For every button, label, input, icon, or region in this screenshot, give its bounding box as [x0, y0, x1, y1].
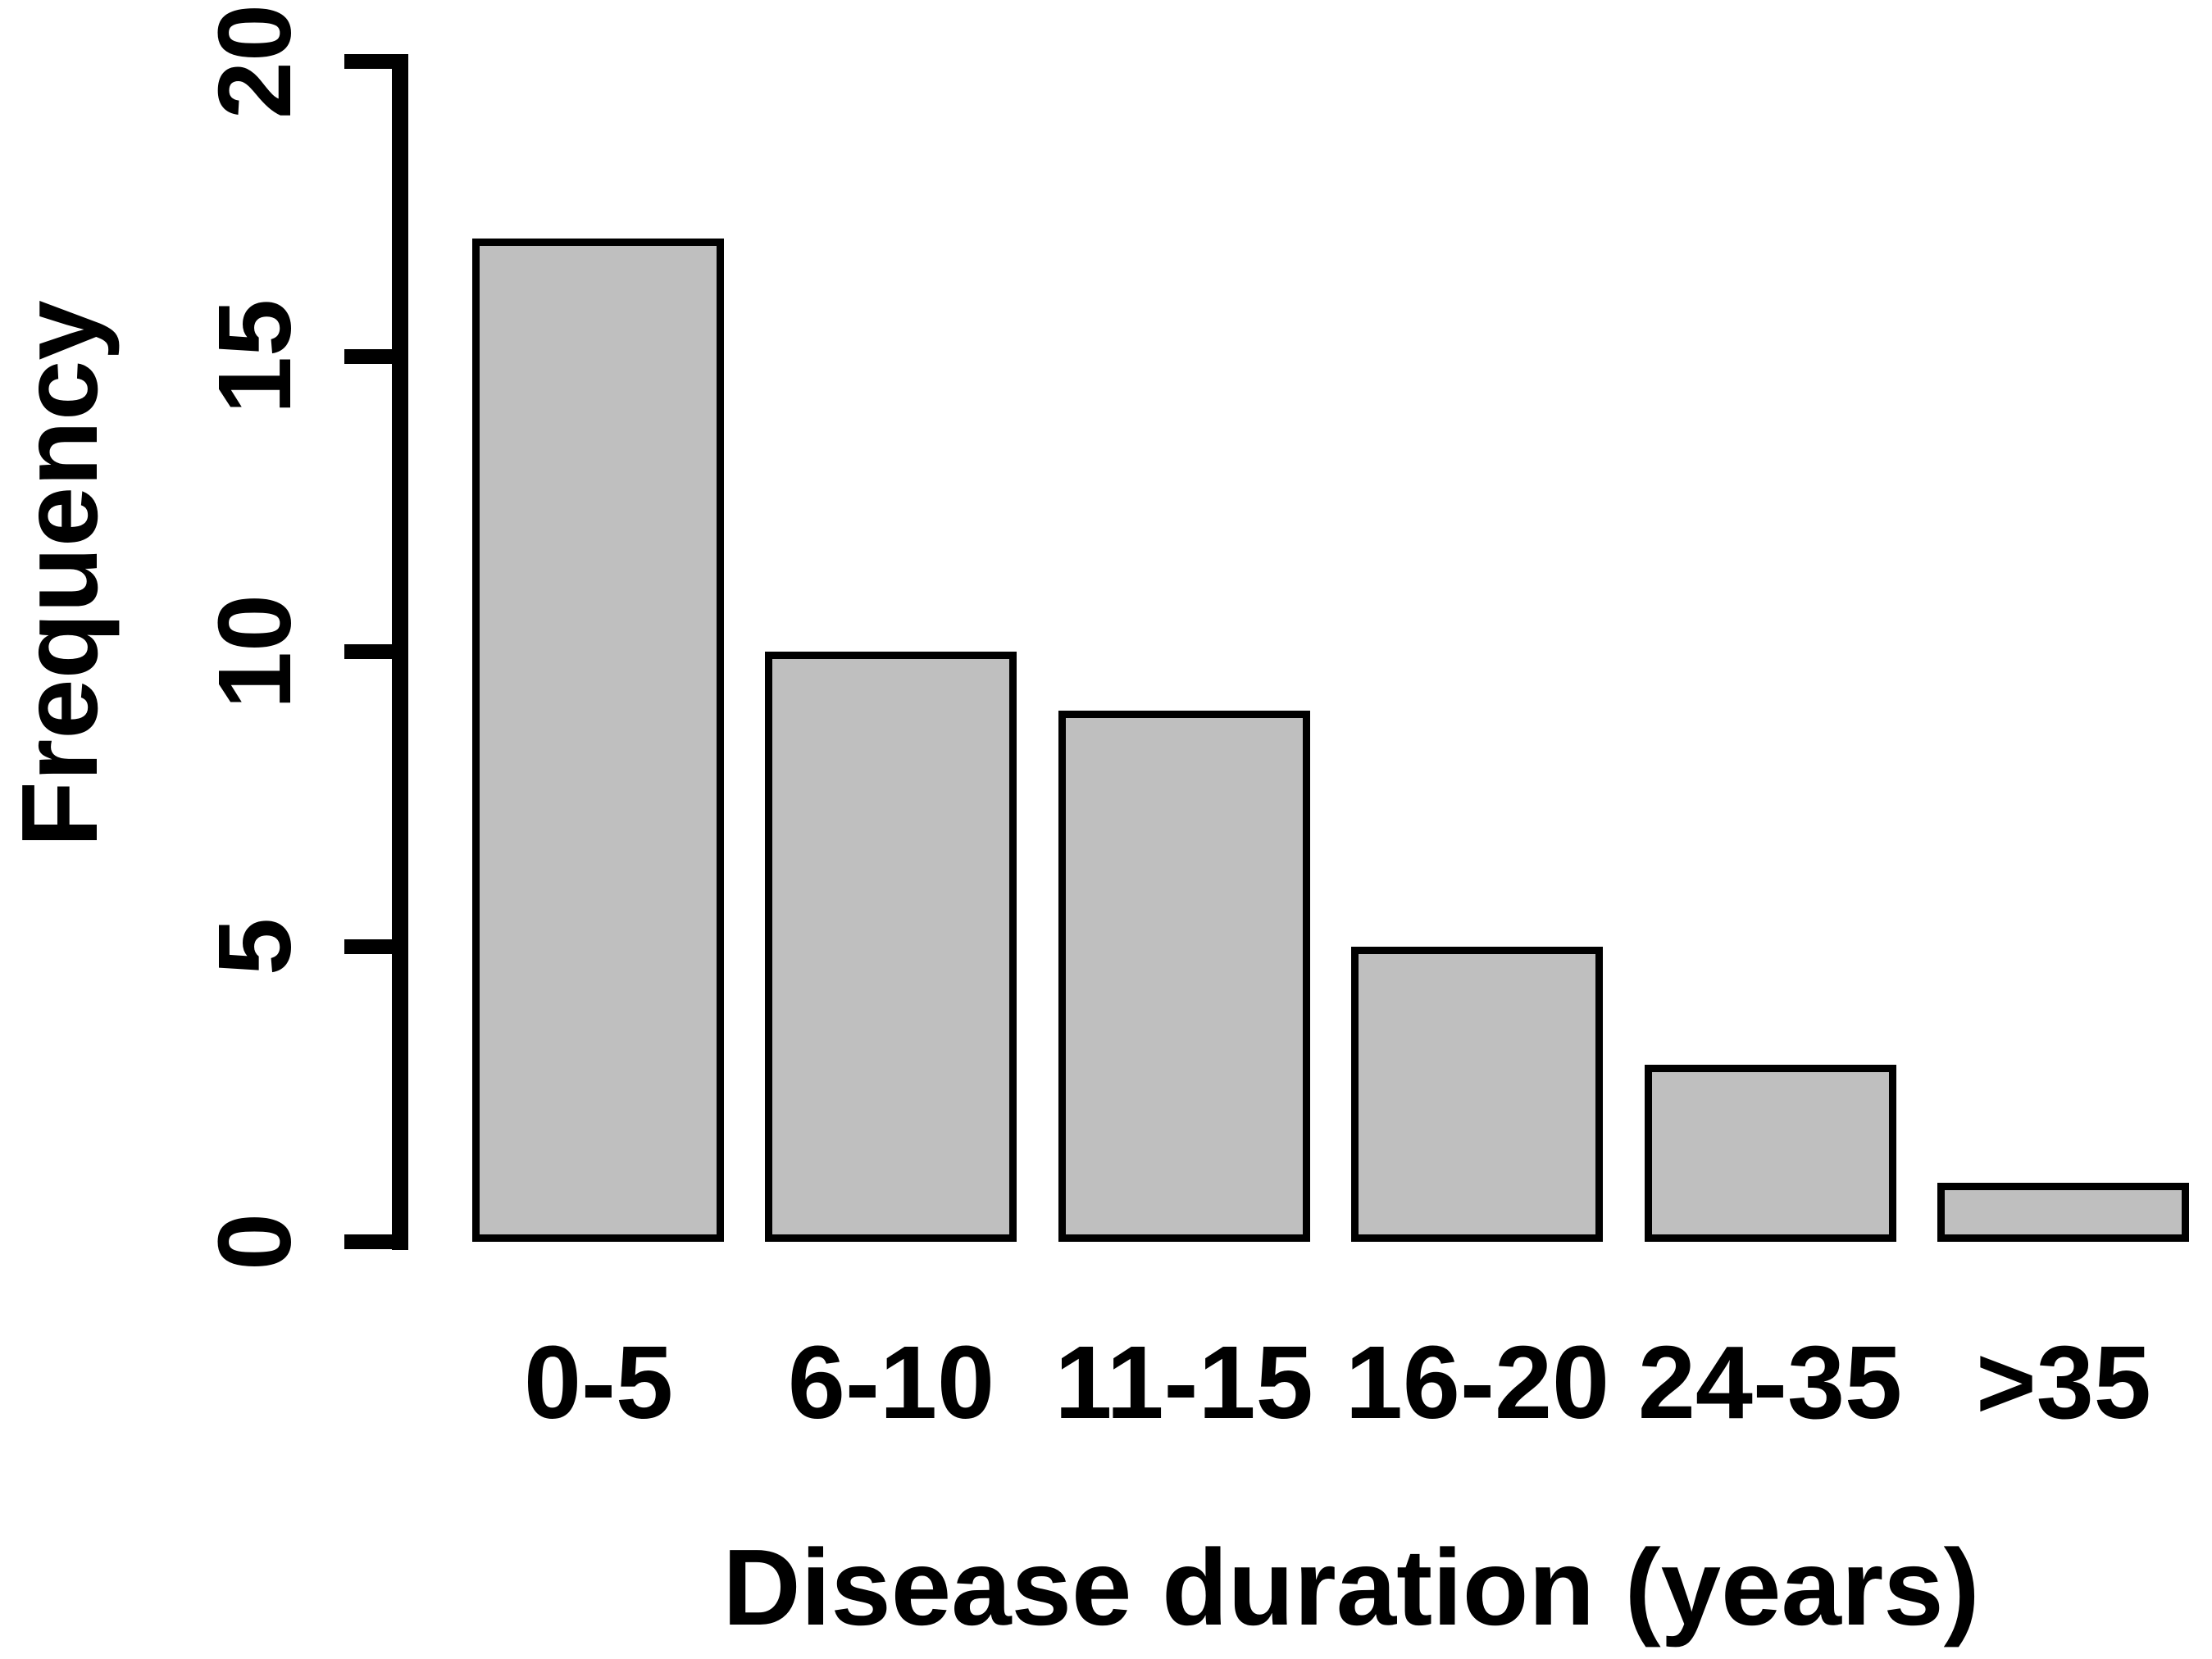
y-tick-label-20: 20	[196, 3, 312, 120]
y-tick-0	[344, 1234, 408, 1249]
bar-24-35	[1645, 1065, 1896, 1242]
y-tick-15	[344, 349, 408, 364]
bar-6-10	[765, 652, 1017, 1242]
x-category-label-0-5: 0-5	[523, 1324, 674, 1440]
y-tick-label-5: 5	[196, 917, 312, 976]
x-category-label->35: >35	[1976, 1324, 2151, 1440]
y-tick-label-0: 0	[196, 1212, 312, 1271]
bar-11-15	[1058, 711, 1310, 1242]
y-tick-10	[344, 644, 408, 659]
bar-16-20	[1351, 947, 1603, 1242]
x-category-label-24-35: 24-35	[1637, 1324, 1903, 1440]
x-category-label-6-10: 6-10	[787, 1324, 995, 1440]
y-axis-title: Frequency	[0, 300, 120, 848]
y-tick-label-10: 10	[196, 593, 312, 710]
x-category-label-16-20: 16-20	[1345, 1324, 1610, 1440]
bar-0-5	[472, 239, 724, 1242]
bar->35	[1937, 1183, 2189, 1242]
y-tick-5	[344, 939, 408, 954]
x-axis-title: Disease duration (years)	[722, 1526, 1980, 1648]
y-tick-label-15: 15	[196, 298, 312, 415]
x-category-label-11-15: 11-15	[1054, 1324, 1313, 1440]
y-tick-20	[344, 54, 408, 69]
